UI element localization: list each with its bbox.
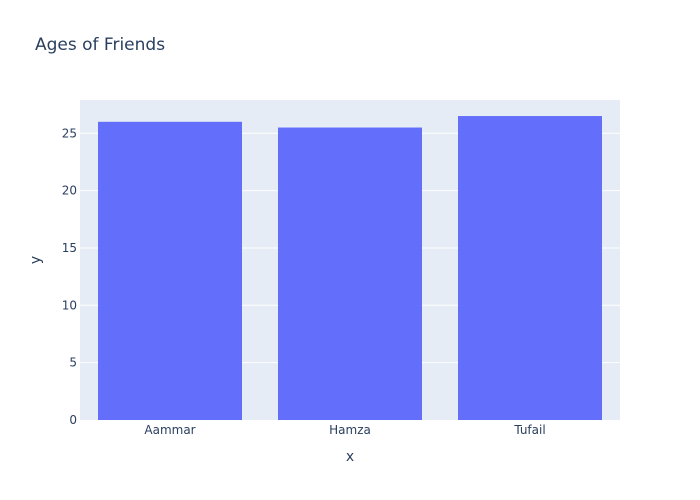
y-tick-label: 5 (69, 356, 77, 370)
y-tick-label: 25 (62, 126, 77, 140)
y-axis-label: y (28, 256, 44, 264)
bars (98, 116, 602, 421)
x-axis-label: x (346, 449, 354, 465)
bar-tufail (458, 116, 602, 421)
y-tick-label: 0 (69, 413, 77, 427)
x-tick-label: Tufail (513, 423, 545, 437)
y-tick-labels: 0 5 10 15 20 25 (62, 126, 77, 427)
y-tick-label: 15 (62, 241, 77, 255)
bar-hamza (278, 127, 422, 420)
y-tick-label: 10 (62, 298, 77, 312)
x-tick-labels: Aammar Hamza Tufail (144, 423, 545, 437)
y-tick-label: 20 (62, 184, 77, 198)
x-tick-label: Aammar (144, 423, 195, 437)
x-tick-label: Hamza (329, 423, 371, 437)
chart-title: Ages of Friends (35, 35, 165, 55)
bar-aammar (98, 121, 242, 420)
